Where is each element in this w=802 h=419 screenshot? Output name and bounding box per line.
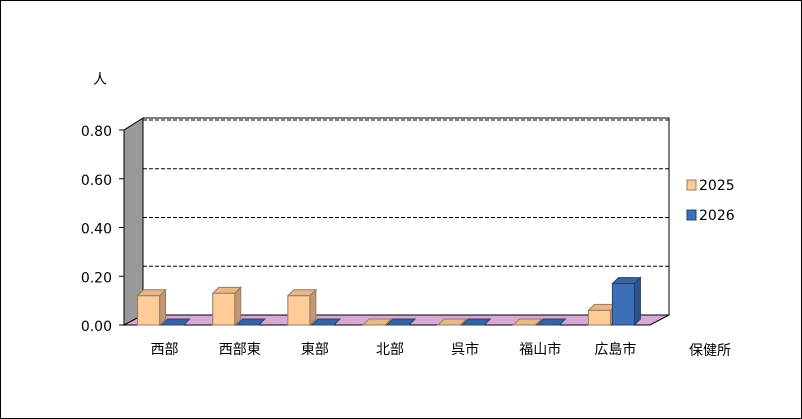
- x-tick-label: 東部: [301, 342, 329, 358]
- x-tick-label: 北部: [376, 342, 404, 358]
- x-tick-label: 西部: [151, 342, 179, 358]
- bar-top: [512, 318, 543, 326]
- y-tick-label: 0.40: [81, 222, 112, 238]
- bar-top: [361, 318, 393, 326]
- legend-label: 2026: [699, 208, 735, 224]
- legend-label: 2025: [699, 178, 735, 194]
- y-axis-label: 人: [93, 72, 107, 88]
- y-tick-label: 0.00: [81, 319, 112, 335]
- bar-top: [436, 318, 468, 326]
- x-tick-label: 西部東: [219, 342, 261, 358]
- y-tick-label: 0.60: [81, 173, 112, 189]
- bar: [137, 295, 161, 326]
- bar-top: [460, 318, 492, 326]
- bar: [287, 295, 311, 326]
- back-wall: [142, 117, 670, 316]
- y-tick-label: 0.80: [81, 124, 112, 140]
- bar: [611, 283, 635, 326]
- x-tick-label: 広島市: [594, 341, 636, 358]
- x-tick-label: 呉市: [451, 341, 479, 358]
- bar-top: [235, 318, 266, 326]
- bar-top: [160, 318, 191, 326]
- legend-swatch: [686, 209, 697, 221]
- bar-side: [633, 276, 641, 327]
- bar: [587, 309, 611, 326]
- bar: [212, 292, 236, 326]
- y-tick-label: 0.20: [81, 270, 112, 286]
- x-axis-label: 保健所: [689, 343, 731, 359]
- bar-top: [536, 318, 567, 326]
- legend-swatch: [686, 179, 697, 191]
- bar-top: [385, 318, 417, 326]
- x-tick-label: 福山市: [519, 341, 561, 358]
- bar-top: [310, 318, 342, 326]
